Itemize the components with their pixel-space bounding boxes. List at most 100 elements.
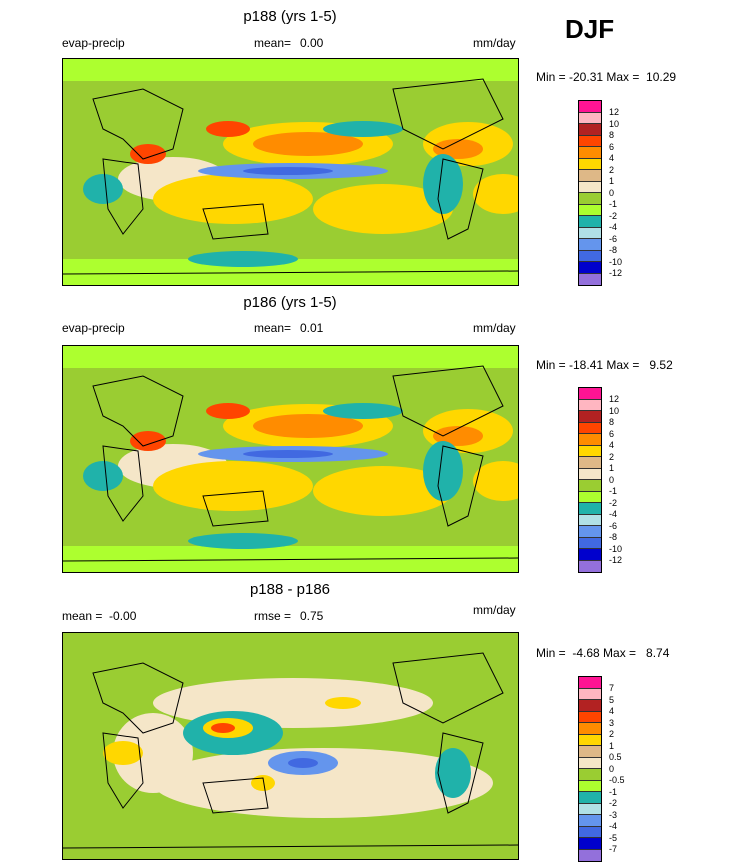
panel3-map-field — [63, 633, 518, 859]
colorbar-tick-label: 2 — [609, 729, 615, 739]
colorbar-tick-label: 4 — [609, 706, 615, 716]
colorbar-tick-label: -3 — [609, 809, 618, 820]
panel3-colorbar — [578, 676, 602, 862]
panel1-colorbar-swatch — [579, 193, 601, 205]
panel3-colorbar-labels: 7 5 4 3 2 1 0.5 0 -0.5 -1 -2 -3 -4 -5 -7 — [609, 683, 625, 856]
colorbar-tick-label: -4 — [609, 509, 618, 519]
season-label: DJF — [565, 14, 615, 44]
colorbar-tick-label: 6 — [609, 141, 615, 152]
colorbar-tick-label: 10 — [609, 118, 620, 129]
panel3-colorbar-swatch — [579, 757, 601, 769]
panel1-left-label: evap-precip — [62, 36, 125, 50]
panel2-colorbar-swatch — [579, 514, 601, 526]
colorbar-tick-label: 0 — [609, 474, 615, 485]
panel2-colorbar-swatch — [579, 434, 601, 446]
panel3-units: mm/day — [473, 603, 516, 617]
colorbar-tick-label: 6 — [609, 428, 615, 439]
colorbar-tick-label: 5 — [609, 694, 615, 705]
colorbar-tick-label: 0 — [609, 187, 615, 198]
panel3-colorbar-swatch — [579, 677, 601, 689]
colorbar-tick-label: -7 — [609, 844, 618, 854]
panel3-colorbar-swatch — [579, 780, 601, 792]
colorbar-tick-label: 3 — [609, 717, 615, 728]
panel2-units: mm/day — [473, 321, 516, 335]
colorbar-tick-label: 0 — [609, 763, 615, 774]
panel3-colorbar-swatch — [579, 700, 601, 712]
panel1-map-field — [63, 59, 518, 285]
colorbar-tick-label: 4 — [609, 153, 615, 163]
panel3-colorbar-swatch — [579, 711, 601, 723]
colorbar-tick-label: 1 — [609, 740, 615, 751]
panel3-minmax: Min = -4.68 Max = 8.74 — [536, 646, 670, 660]
colorbar-tick-label: 4 — [609, 440, 615, 450]
colorbar-tick-label: -6 — [609, 233, 618, 244]
colorbar-tick-label: -5 — [609, 832, 618, 843]
panel3-colorbar-swatch — [579, 769, 601, 781]
panel1-colorbar-labels: 12 10 8 6 4 2 1 0 -1 -2 -4 -6 -8 -10 -12 — [609, 107, 622, 280]
colorbar-tick-label: -1 — [609, 786, 618, 797]
colorbar-tick-label: -4 — [609, 821, 618, 831]
panel2-colorbar-swatch — [579, 399, 601, 411]
panel2-colorbar-swatch — [579, 503, 601, 515]
panel2-minmax: Min = -18.41 Max = 9.52 — [536, 358, 673, 372]
panel3-colorbar-swatch — [579, 723, 601, 735]
panel2-stat-label: mean= — [254, 321, 292, 335]
colorbar-tick-label: -10 — [609, 543, 623, 554]
panel2-colorbar-swatch — [579, 422, 601, 434]
panel1-map — [62, 58, 519, 286]
panel2-colorbar-labels: 12 10 8 6 4 2 1 0 -1 -2 -4 -6 -8 -10 -12 — [609, 394, 622, 567]
panel2-colorbar-swatch — [579, 411, 601, 423]
colorbar-tick-label: 2 — [609, 164, 615, 175]
panel3-colorbar-swatch — [579, 792, 601, 804]
panel3-colorbar-swatch — [579, 815, 601, 827]
colorbar-tick-label: 8 — [609, 130, 615, 140]
colorbar-tick-label: 12 — [609, 107, 620, 117]
colorbar-tick-label: 1 — [609, 463, 615, 473]
panel1-colorbar-swatch — [579, 216, 601, 228]
panel1-colorbar-swatch — [579, 262, 601, 274]
colorbar-tick-label: -2 — [609, 210, 618, 221]
panel3-map — [62, 632, 519, 860]
panel1-colorbar-swatch — [579, 124, 601, 136]
panel2-colorbar-swatch — [579, 491, 601, 503]
panel1-colorbar-swatch — [579, 181, 601, 193]
panel1-stat-value: 0.00 — [300, 36, 324, 50]
panel2-colorbar-swatch — [579, 526, 601, 538]
panel1-minmax: Min = -20.31 Max = 10.29 — [536, 70, 677, 84]
panel1-stat-label: mean= — [254, 36, 292, 50]
panel2-colorbar-swatch — [579, 468, 601, 480]
panel2-map-field — [63, 346, 518, 572]
colorbar-tick-label: 7 — [609, 683, 615, 693]
colorbar-tick-label: -0.5 — [609, 775, 625, 785]
panel2-colorbar-swatch — [579, 388, 601, 400]
panel1-colorbar — [578, 100, 602, 286]
panel2-map — [62, 345, 519, 573]
colorbar-tick-label: -2 — [609, 497, 618, 508]
panel2-colorbar-swatch — [579, 560, 601, 572]
colorbar-tick-label: -12 — [609, 555, 623, 565]
panel1-colorbar-swatch — [579, 227, 601, 239]
panel1-colorbar-swatch — [579, 204, 601, 216]
colorbar-tick-label: 2 — [609, 451, 615, 462]
panel3-stat-value: 0.75 — [300, 609, 324, 623]
colorbar-tick-label: -10 — [609, 256, 623, 267]
colorbar-tick-label: 12 — [609, 394, 620, 404]
panel1-colorbar-swatch — [579, 273, 601, 285]
panel2-colorbar — [578, 387, 602, 573]
panel3-colorbar-swatch — [579, 734, 601, 746]
colorbar-tick-label: -12 — [609, 268, 623, 278]
colorbar-tick-label: -1 — [609, 486, 618, 496]
panel2-colorbar-swatch — [579, 445, 601, 457]
panel3-title: p188 - p186 — [249, 581, 331, 598]
colorbar-tick-label: -6 — [609, 520, 618, 531]
panel2-colorbar-swatch — [579, 549, 601, 561]
colorbar-tick-label: -1 — [609, 199, 618, 209]
panel1-colorbar-swatch — [579, 147, 601, 159]
panel1-units: mm/day — [473, 36, 516, 50]
panel3-left-label: mean = -0.00 — [62, 609, 137, 623]
panel1-colorbar-swatch — [579, 250, 601, 262]
panel1-colorbar-swatch — [579, 135, 601, 147]
colorbar-tick-label: 1 — [609, 176, 615, 186]
colorbar-tick-label: 10 — [609, 405, 620, 416]
panel1-title: p188 (yrs 1-5) — [243, 8, 337, 25]
